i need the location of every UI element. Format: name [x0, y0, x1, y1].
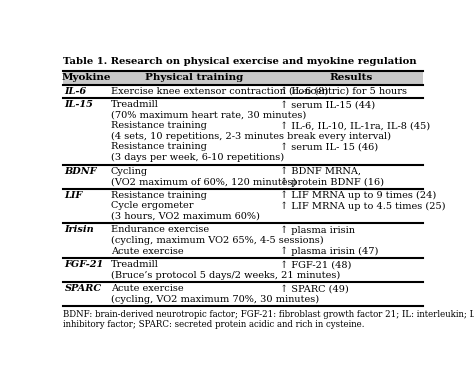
Text: IL-15: IL-15	[64, 100, 93, 109]
Text: (3 hours, VO2 maximum 60%): (3 hours, VO2 maximum 60%)	[111, 212, 260, 221]
Text: (VO2 maximum of 60%, 120 minutes): (VO2 maximum of 60%, 120 minutes)	[111, 177, 296, 186]
Bar	[63, 258, 423, 282]
Text: Resistance training: Resistance training	[111, 191, 207, 200]
Text: Myokine: Myokine	[62, 73, 111, 82]
Bar	[63, 71, 423, 85]
Text: Resistance training: Resistance training	[111, 121, 207, 130]
Text: ↑ serum IL- 15 (46): ↑ serum IL- 15 (46)	[280, 142, 378, 152]
Text: Endurance exercise: Endurance exercise	[111, 225, 209, 234]
Text: (cycling, VO2 maximum 70%, 30 minutes): (cycling, VO2 maximum 70%, 30 minutes)	[111, 295, 319, 304]
Text: Treadmill: Treadmill	[111, 100, 159, 109]
Text: ↑ plasma irisin: ↑ plasma irisin	[280, 225, 355, 235]
Text: Table 1. Research on physical exercise and myokine regulation: Table 1. Research on physical exercise a…	[63, 57, 417, 66]
Bar	[63, 164, 423, 189]
Text: ↑ SPARC (49): ↑ SPARC (49)	[280, 284, 349, 293]
Text: Treadmill: Treadmill	[111, 260, 159, 269]
Text: ↑ protein BDNF (16): ↑ protein BDNF (16)	[280, 177, 384, 187]
Bar	[63, 85, 423, 98]
Text: ↑ plasma irisin (47): ↑ plasma irisin (47)	[280, 247, 378, 256]
Text: ↑ FGF-21 (48): ↑ FGF-21 (48)	[280, 260, 351, 269]
Text: SPARC: SPARC	[64, 284, 101, 293]
Text: (70% maximum heart rate, 30 minutes): (70% maximum heart rate, 30 minutes)	[111, 111, 306, 120]
Text: Cycling: Cycling	[111, 167, 148, 176]
Text: ↑ LIF MRNA up to 4.5 times (25): ↑ LIF MRNA up to 4.5 times (25)	[280, 201, 446, 211]
Text: ↑ serum IL-15 (44): ↑ serum IL-15 (44)	[280, 100, 375, 109]
Text: ↑ IL-6 (8): ↑ IL-6 (8)	[280, 86, 328, 96]
Text: (4 sets, 10 repetitions, 2-3 minutes break every interval): (4 sets, 10 repetitions, 2-3 minutes bre…	[111, 132, 391, 141]
Text: Resistance training: Resistance training	[111, 142, 207, 152]
Text: IL-6: IL-6	[64, 86, 87, 96]
Text: (cycling, maximum VO2 65%, 4-5 sessions): (cycling, maximum VO2 65%, 4-5 sessions)	[111, 236, 323, 245]
Text: Irisin: Irisin	[64, 225, 94, 234]
Text: ↑ IL-6, IL-10, IL-1ra, IL-8 (45): ↑ IL-6, IL-10, IL-1ra, IL-8 (45)	[280, 121, 430, 130]
Text: ↑ LIF MRNA up to 9 times (24): ↑ LIF MRNA up to 9 times (24)	[280, 191, 436, 200]
Text: (3 days per week, 6-10 repetitions): (3 days per week, 6-10 repetitions)	[111, 153, 284, 162]
Text: BDNF: brain-derived neurotropic factor; FGF-21: fibroblast growth factor 21; IL:: BDNF: brain-derived neurotropic factor; …	[63, 309, 474, 329]
Text: FGF-21: FGF-21	[64, 260, 104, 269]
Text: Acute exercise: Acute exercise	[111, 247, 183, 255]
Text: BDNF: BDNF	[64, 167, 97, 176]
Text: (Bruce’s protocol 5 days/2 weeks, 21 minutes): (Bruce’s protocol 5 days/2 weeks, 21 min…	[111, 270, 340, 280]
Text: Acute exercise: Acute exercise	[111, 284, 183, 293]
Text: Physical training: Physical training	[145, 73, 244, 82]
Text: Results: Results	[329, 73, 373, 82]
Text: Cycle ergometer: Cycle ergometer	[111, 201, 193, 210]
Text: LIF: LIF	[64, 191, 82, 200]
Bar	[63, 282, 423, 306]
Text: ↑ BDNF MRNA,: ↑ BDNF MRNA,	[280, 167, 361, 176]
Text: Exercise knee extensor contraction (concentric) for 5 hours: Exercise knee extensor contraction (conc…	[111, 86, 407, 96]
